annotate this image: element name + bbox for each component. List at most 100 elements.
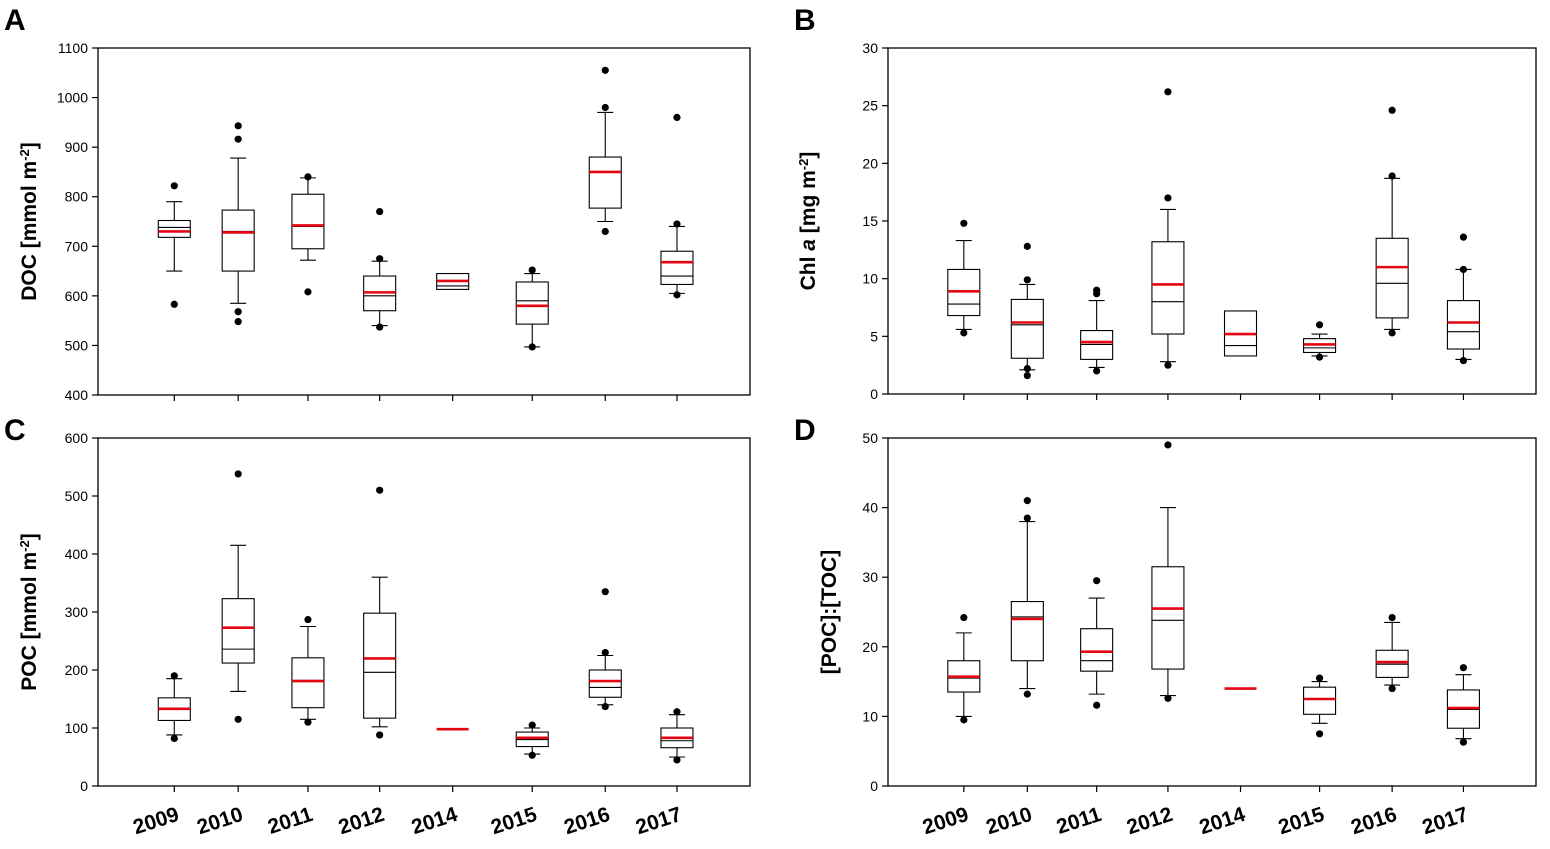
y-tick-label: 400	[65, 387, 89, 403]
outlier-point	[170, 672, 178, 680]
outlier-point	[673, 756, 681, 764]
outlier-point	[376, 731, 384, 739]
outlier-point	[170, 182, 178, 190]
iqr-box	[157, 219, 191, 238]
outlier-point	[234, 135, 242, 143]
y-tick-label: 1000	[57, 90, 88, 106]
outlier-point	[960, 219, 968, 227]
panel-a: A 400 500 600 700 800 900 1000 1100 DOC [mmol m-2…	[4, 4, 751, 403]
outlier-point	[1315, 353, 1324, 361]
box-2011	[1080, 577, 1114, 709]
outlier-point	[528, 266, 536, 274]
box-2016	[1375, 613, 1409, 693]
iqr-box	[660, 250, 694, 286]
iqr-box	[1080, 330, 1114, 360]
outlier-point	[170, 300, 178, 308]
outlier-point	[1315, 674, 1324, 682]
iqr-box	[291, 657, 325, 709]
box-2009	[947, 613, 981, 724]
x-category-label: 2016	[561, 803, 613, 839]
outlier-point	[304, 615, 312, 624]
box-2010	[221, 122, 255, 326]
outlier-point	[1459, 664, 1468, 672]
box-2009	[947, 219, 981, 337]
panel-label: D	[794, 414, 816, 447]
outlier-point	[673, 113, 681, 121]
outlier-point	[1164, 694, 1172, 702]
box-2012	[363, 486, 397, 739]
box-2017	[1446, 664, 1480, 746]
outlier-point	[601, 702, 609, 711]
box-2011	[1080, 286, 1114, 375]
outlier-point	[234, 122, 242, 130]
outlier-point	[1023, 514, 1031, 522]
box-2010	[221, 470, 255, 723]
outlier-point	[960, 613, 968, 622]
outlier-point	[601, 588, 609, 596]
iqr-box	[291, 193, 325, 250]
iqr-box	[1446, 300, 1480, 350]
outlier-point	[1459, 356, 1468, 365]
iqr-box	[1303, 686, 1337, 715]
x-category-label: 2010	[194, 803, 246, 839]
panel-label: C	[4, 414, 26, 447]
y-tick-label: 0	[870, 778, 878, 794]
outlier-point	[960, 716, 968, 724]
outlier-point	[1388, 684, 1396, 693]
y-tick-label: 10	[862, 271, 878, 287]
box-2016	[588, 66, 622, 236]
y-tick-label: 700	[65, 238, 89, 254]
y-axis-title: POC [mmol m-2]	[17, 533, 42, 690]
y-tick-label: 15	[862, 213, 878, 229]
y-tick-label: 300	[65, 604, 89, 620]
y-tick-label: 800	[65, 189, 89, 205]
outlier-point	[1093, 701, 1101, 709]
iqr-box	[588, 156, 622, 209]
y-tick-label: 40	[862, 500, 878, 516]
y-tick-label: 500	[65, 337, 89, 353]
y-tick-label: 5	[870, 328, 878, 344]
y-axis-title: DOC [mmol m-2]	[17, 142, 42, 301]
outlier-point	[1459, 233, 1468, 241]
outlier-point	[304, 288, 312, 296]
iqr-box	[1375, 237, 1409, 319]
outlier-point	[528, 721, 536, 729]
box-2017	[660, 113, 694, 299]
y-tick-label: 500	[65, 488, 89, 504]
outlier-point	[673, 291, 681, 299]
outlier-point	[234, 318, 242, 326]
iqr-box	[1010, 298, 1044, 359]
x-category-label: 2017	[1419, 803, 1471, 839]
x-category-label: 2012	[1124, 803, 1176, 839]
outlier-point	[1388, 613, 1396, 622]
iqr-box	[588, 669, 622, 698]
outlier-point	[304, 718, 312, 726]
y-tick-label: 600	[65, 430, 89, 446]
y-axis-title: [POC]:[TOC]	[818, 550, 841, 674]
outlier-point	[673, 708, 681, 716]
x-category-label: 2009	[920, 803, 972, 839]
box-2015	[515, 266, 549, 351]
x-category-label: 2012	[336, 803, 388, 839]
y-tick-label: 200	[65, 662, 89, 678]
outlier-point	[601, 103, 609, 112]
outlier-point	[960, 329, 968, 337]
x-category-label: 2011	[265, 803, 316, 839]
box-2011	[291, 173, 325, 296]
x-category-label: 2009	[130, 803, 182, 839]
box-2012	[1151, 88, 1185, 369]
iqr-box	[1151, 241, 1185, 335]
panel-label: A	[4, 4, 26, 37]
outlier-point	[376, 255, 384, 263]
iqr-box	[515, 281, 549, 325]
outlier-point	[1023, 690, 1031, 698]
outlier-point	[528, 343, 536, 351]
panel-d: D 0 10 20 30 40 50 [POC]:[TOC] 2009 2010 2011 2012 2…	[794, 414, 1537, 839]
y-tick-label: 20	[862, 639, 878, 655]
panel-b: B 0 5 10 15 20 25 30 Chl a [mg m-2]	[794, 4, 1537, 402]
x-category-label: 2011	[1054, 803, 1105, 839]
outlier-point	[234, 715, 242, 723]
iqr-box	[1080, 628, 1114, 672]
outlier-point	[1315, 321, 1324, 329]
